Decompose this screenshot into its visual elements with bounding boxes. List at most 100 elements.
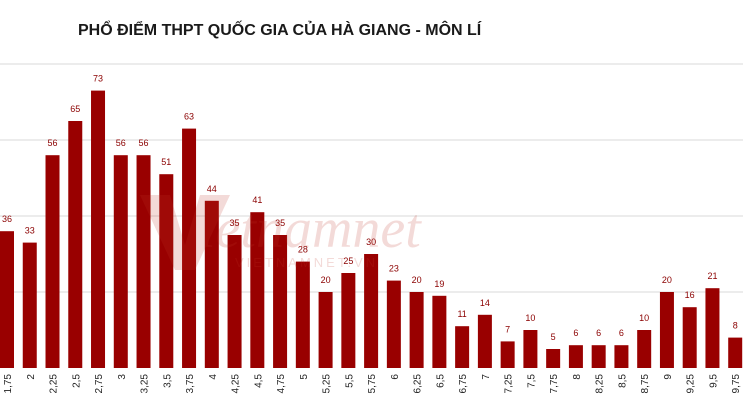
- data-label: 10: [639, 313, 649, 323]
- x-tick-label: 8,5: [617, 374, 628, 388]
- data-label: 33: [25, 226, 35, 236]
- chart-title: PHỔ ĐIỂM THPT QUỐC GIA CỦA HÀ GIANG - MÔ…: [78, 22, 482, 39]
- data-label: 30: [366, 237, 376, 247]
- x-tick-label: 9,75: [731, 374, 742, 394]
- data-label: 6: [573, 328, 578, 338]
- x-tick-label: 6: [390, 374, 401, 380]
- data-label: 19: [434, 279, 444, 289]
- data-label: 25: [343, 256, 353, 266]
- bar: [659, 292, 674, 368]
- data-label: 14: [480, 298, 490, 308]
- x-tick-label: 2: [26, 374, 37, 380]
- x-tick-label: 7,25: [504, 374, 515, 394]
- data-label: 56: [48, 138, 58, 148]
- bar: [91, 90, 106, 368]
- data-label: 56: [139, 138, 149, 148]
- data-label: 21: [707, 271, 717, 281]
- data-label: 65: [70, 104, 80, 114]
- bar: [227, 235, 242, 368]
- bar: [682, 307, 697, 368]
- bar: [477, 314, 492, 368]
- data-label: 73: [93, 74, 103, 84]
- data-label: 35: [275, 218, 285, 228]
- data-label: 8: [733, 321, 738, 331]
- x-tick-label: 6,75: [458, 374, 469, 394]
- x-tick-label: 5: [299, 374, 310, 380]
- bar: [523, 330, 538, 368]
- data-label: 63: [184, 112, 194, 122]
- bar: [591, 345, 606, 368]
- bar: [22, 242, 37, 368]
- x-tick-label: 3,5: [162, 374, 173, 388]
- x-tick-label: 5,75: [367, 374, 378, 394]
- data-label: 36: [2, 214, 12, 224]
- bar: [68, 121, 83, 368]
- bar: [364, 254, 379, 368]
- x-tick-label: 6,25: [413, 374, 424, 394]
- bar: [546, 349, 561, 368]
- data-label: 20: [321, 275, 331, 285]
- data-label: 23: [389, 264, 399, 274]
- bar: [295, 261, 310, 368]
- x-tick-label: 6,5: [435, 374, 446, 388]
- bars: [0, 90, 743, 368]
- x-tick-label: 3,25: [140, 374, 151, 394]
- x-tick-label: 5,25: [322, 374, 333, 394]
- data-label: 7: [505, 324, 510, 334]
- x-tick-label: 9: [663, 374, 674, 380]
- bar: [705, 288, 720, 368]
- x-tick-label: 9,5: [708, 374, 719, 388]
- x-tick-label: 7: [481, 374, 492, 380]
- data-label: 35: [230, 218, 240, 228]
- data-label: 20: [412, 275, 422, 285]
- bar: [204, 200, 219, 368]
- x-tick-label: 3,75: [185, 374, 196, 394]
- bar: [113, 155, 128, 368]
- bar: [273, 235, 288, 368]
- bar: [637, 330, 652, 368]
- bar: [614, 345, 629, 368]
- x-tick-label: 8,25: [595, 374, 606, 394]
- bar: [500, 341, 515, 368]
- bar: [318, 292, 333, 368]
- data-label: 56: [116, 138, 126, 148]
- bar: [136, 155, 151, 368]
- bar: [159, 174, 174, 368]
- bar: [341, 273, 356, 368]
- x-tick-label: 7,5: [526, 374, 537, 388]
- bar: [250, 212, 265, 368]
- data-label: 51: [161, 157, 171, 167]
- data-label: 5: [551, 332, 556, 342]
- x-tick-label: 4,5: [253, 374, 264, 388]
- x-tick-label: 8: [572, 374, 583, 380]
- data-label: 11: [457, 309, 466, 319]
- bar: [45, 155, 60, 368]
- bar: [432, 295, 447, 368]
- x-tick-label: 2,25: [49, 374, 60, 394]
- x-tick-label: 5,5: [344, 374, 355, 388]
- x-tick-label: 1,75: [3, 374, 14, 394]
- data-label: 10: [525, 313, 535, 323]
- x-tick-label: 3: [117, 374, 128, 380]
- x-axis-labels: 1,75 2 2,25 2,5 2,75 3 3,25 3,5 3,75 4 4,25 4,5 4,75…: [3, 374, 742, 394]
- data-label: 41: [252, 195, 262, 205]
- x-tick-label: 8,75: [640, 374, 651, 394]
- x-tick-label: 4,25: [231, 374, 242, 394]
- data-label: 6: [596, 328, 601, 338]
- data-label: 16: [685, 290, 695, 300]
- x-tick-label: 4: [208, 374, 219, 380]
- bar: [0, 231, 14, 368]
- bar: [182, 128, 197, 368]
- data-label: 28: [298, 245, 308, 255]
- bar: [568, 345, 583, 368]
- bar: [409, 292, 424, 368]
- x-tick-label: 4,75: [276, 374, 287, 394]
- data-label: 44: [207, 184, 217, 194]
- bar: [386, 280, 401, 368]
- data-label: 6: [619, 328, 624, 338]
- bar: [455, 326, 470, 368]
- x-tick-label: 2,5: [71, 374, 82, 388]
- data-label: 20: [662, 275, 672, 285]
